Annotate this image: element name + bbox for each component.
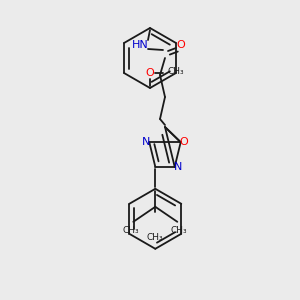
Text: N: N — [173, 162, 182, 172]
Text: O: O — [146, 68, 154, 78]
Text: CH₃: CH₃ — [147, 233, 164, 242]
Text: O: O — [177, 40, 185, 50]
Text: O: O — [179, 137, 188, 147]
Text: CH₃: CH₃ — [171, 226, 188, 235]
Text: N: N — [142, 137, 151, 147]
Text: CH₃: CH₃ — [168, 68, 184, 76]
Text: CH₃: CH₃ — [123, 226, 140, 235]
Text: HN: HN — [132, 40, 148, 50]
